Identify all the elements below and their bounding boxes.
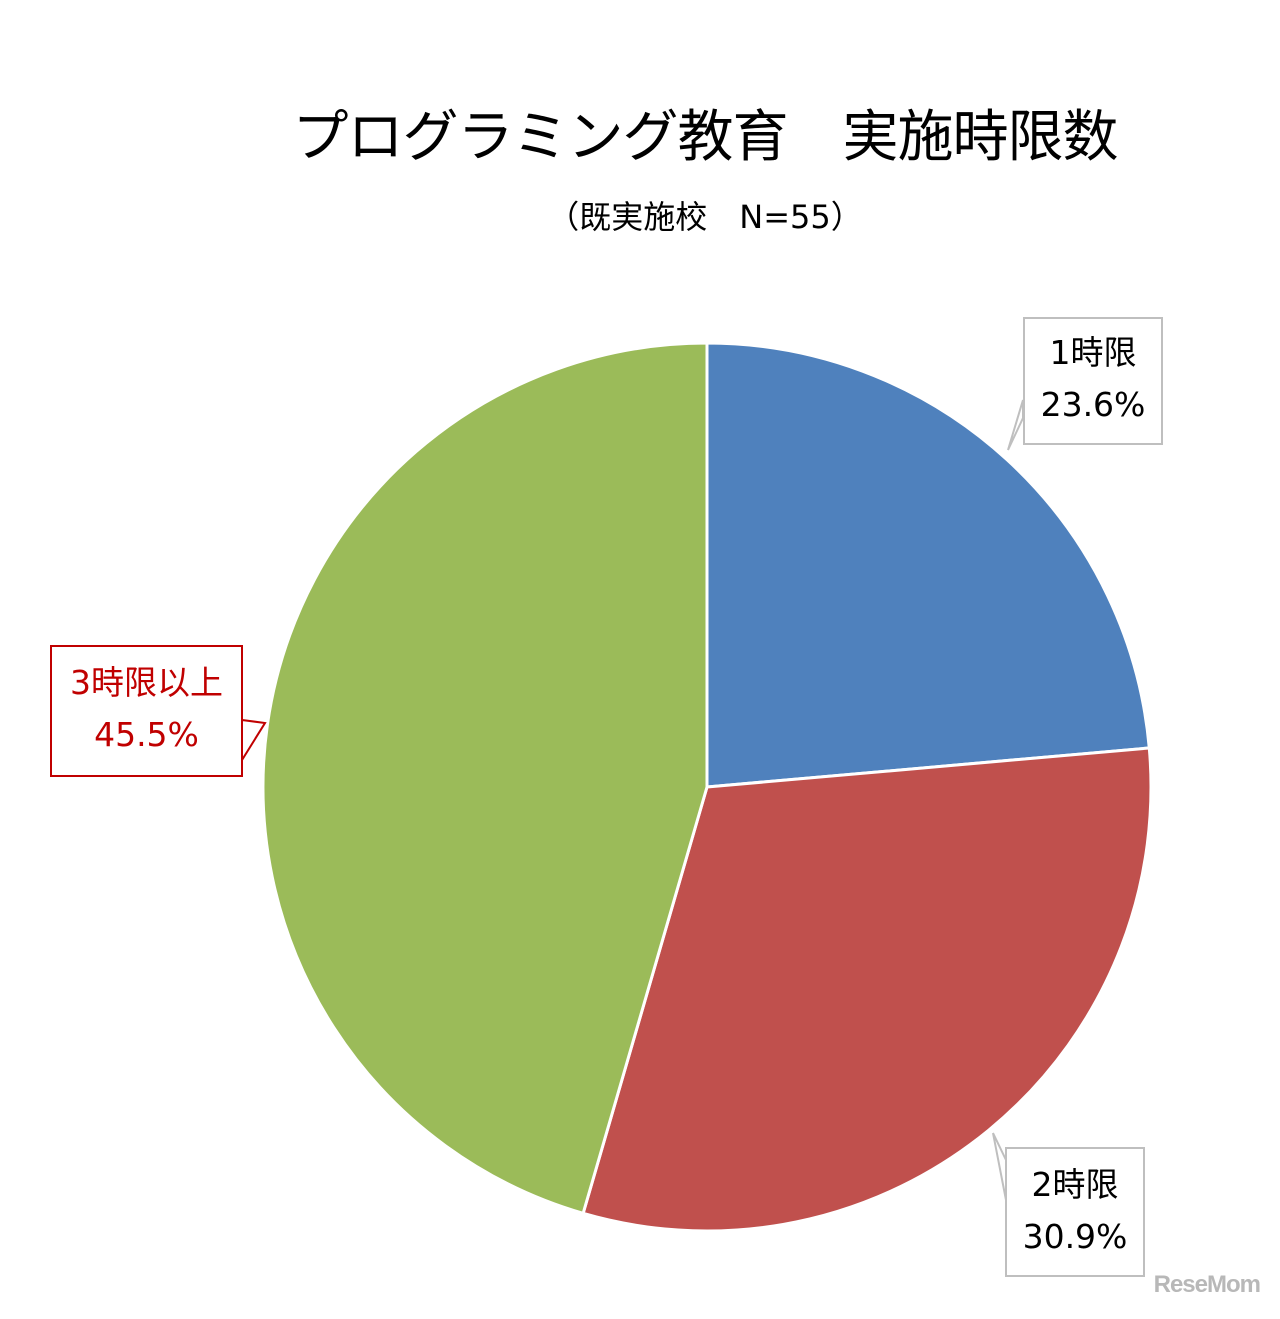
callout-pointer-3 [241, 718, 267, 764]
label-value: 45.5% [94, 715, 199, 754]
data-label-1: 1時限 23.6% [1023, 317, 1163, 445]
pie-slice-1 [705, 341, 1151, 789]
resemom-watermark: ReseMom [1153, 1271, 1261, 1298]
chart-subtitle: （既実施校 N=55） [547, 198, 863, 236]
chart-title: プログラミング教育 実施時限数 [292, 105, 1119, 170]
pie-slice-3 [261, 341, 709, 1216]
label-category: 3時限以上 [70, 663, 223, 702]
label-value: 30.9% [1022, 1217, 1128, 1256]
pie-slice-2 [581, 746, 1153, 1233]
data-label-3: 3時限以上 45.5% [50, 645, 243, 777]
label-category: 1時限 [1049, 333, 1137, 372]
callout-pointer-1 [1007, 399, 1024, 451]
data-label-2: 2時限 30.9% [1005, 1147, 1145, 1277]
label-value: 23.6% [1040, 385, 1146, 424]
label-category: 2時限 [1031, 1165, 1119, 1204]
